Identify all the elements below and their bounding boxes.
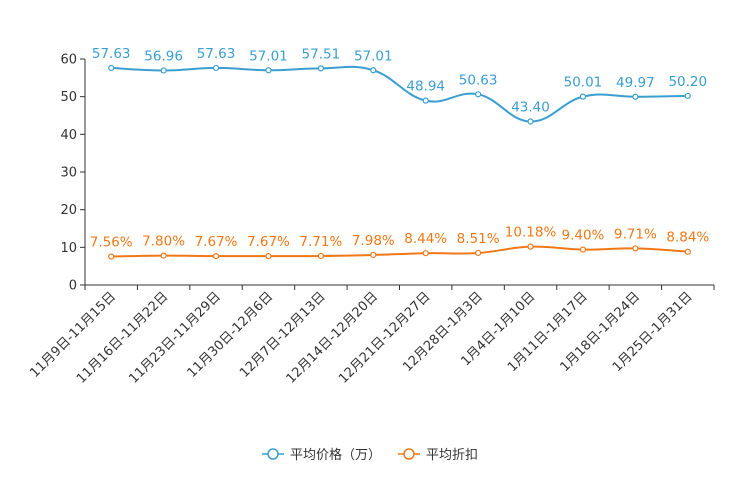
series-0-data-label: 48.94	[406, 79, 445, 95]
y-tick-label: 30	[60, 166, 77, 181]
series-0-data-label: 57.63	[92, 46, 131, 62]
y-tick-label: 50	[60, 90, 77, 105]
legend-marker-icon	[403, 448, 415, 460]
series-0-point[interactable]	[108, 64, 115, 72]
series-0-data-label: 43.40	[511, 100, 550, 116]
series-0-data-label: 57.01	[354, 48, 393, 64]
series-1-data-label: 7.67%	[195, 234, 238, 250]
series-0-data-label: 57.51	[302, 46, 341, 62]
series-1-data-label: 7.56%	[90, 235, 133, 251]
series-0-point[interactable]	[527, 118, 534, 125]
x-tick-label: 11月23日-11月29日	[126, 289, 223, 386]
series-1-point[interactable]	[212, 253, 220, 260]
series-1-data-label: 8.44%	[404, 231, 447, 247]
series-1-point[interactable]	[108, 253, 115, 260]
series-1-point[interactable]	[684, 248, 691, 255]
series-1-point[interactable]	[265, 253, 272, 260]
series-0-point[interactable]	[579, 93, 587, 100]
series-lines	[108, 64, 691, 260]
series-1-data-label: 8.84%	[666, 230, 709, 246]
series-1-data-label: 7.98%	[352, 233, 395, 249]
series-1-data-label: 8.51%	[457, 231, 500, 247]
x-tick-label: 12月14日-12月20日	[284, 289, 381, 386]
y-tick-label: 60	[60, 53, 77, 68]
series-line-1	[111, 245, 688, 258]
legend-label: 平均折扣	[426, 448, 478, 463]
series-0-point[interactable]	[370, 67, 377, 74]
axes: 0 10 20 30 40 50 60 11月9日-11月15日11月16日-11月22日11…	[27, 53, 715, 387]
series-0-data-label: 50.63	[459, 72, 498, 88]
series-0-point[interactable]	[212, 64, 220, 72]
series-0-point[interactable]	[632, 93, 639, 100]
series-0-point[interactable]	[160, 67, 167, 74]
y-tick-label: 20	[60, 203, 77, 218]
series-0-data-label: 49.97	[616, 75, 655, 91]
series-1-point[interactable]	[422, 250, 429, 257]
series-1-point[interactable]	[527, 243, 534, 250]
series-1-point[interactable]	[317, 252, 324, 260]
series-0-point[interactable]	[317, 65, 324, 72]
series-0-data-label: 57.01	[249, 48, 288, 64]
series-1-data-label: 9.40%	[562, 228, 605, 244]
series-1-data-label: 7.80%	[142, 234, 185, 250]
legend-item-1[interactable]: 平均折扣	[398, 448, 478, 463]
x-tick-label: 11月9日-11月15日	[27, 289, 119, 381]
series-1-data-label: 7.71%	[299, 234, 342, 250]
x-tick-label: 11月16日-11月22日	[74, 289, 171, 386]
series-0-data-label: 57.63	[197, 46, 236, 62]
series-0-point[interactable]	[265, 67, 272, 74]
series-1-data-label: 10.18%	[505, 225, 557, 241]
legend-label: 平均价格（万）	[290, 447, 381, 463]
series-0-data-label: 56.96	[144, 48, 183, 64]
series-1-point[interactable]	[160, 252, 167, 259]
series-0-point[interactable]	[684, 92, 691, 100]
series-1-data-label: 7.67%	[247, 234, 290, 250]
series-1-data-label: 9.71%	[614, 226, 657, 242]
y-tick-label: 10	[60, 241, 77, 256]
series-0-point[interactable]	[475, 91, 482, 98]
y-tick-label: 0	[69, 279, 77, 294]
legend: 平均价格（万） 平均折扣	[262, 447, 478, 463]
series-1-point[interactable]	[632, 245, 639, 252]
series-0-point[interactable]	[422, 97, 429, 104]
series-0-data-label: 50.20	[668, 74, 707, 90]
series-1-point[interactable]	[370, 251, 377, 259]
series-1-point[interactable]	[579, 246, 587, 253]
series-0-data-label: 50.01	[564, 75, 603, 91]
legend-item-0[interactable]: 平均价格（万）	[262, 447, 381, 463]
series-1-point[interactable]	[475, 249, 482, 257]
data-labels: 57.63 56.96 57.63 57.01 57.51 57.01 48.94 50.63…	[90, 46, 710, 251]
legend-marker-icon	[267, 448, 279, 460]
x-tick-label: 12月21日-12月27日	[336, 289, 433, 386]
y-tick-label: 40	[60, 128, 77, 143]
